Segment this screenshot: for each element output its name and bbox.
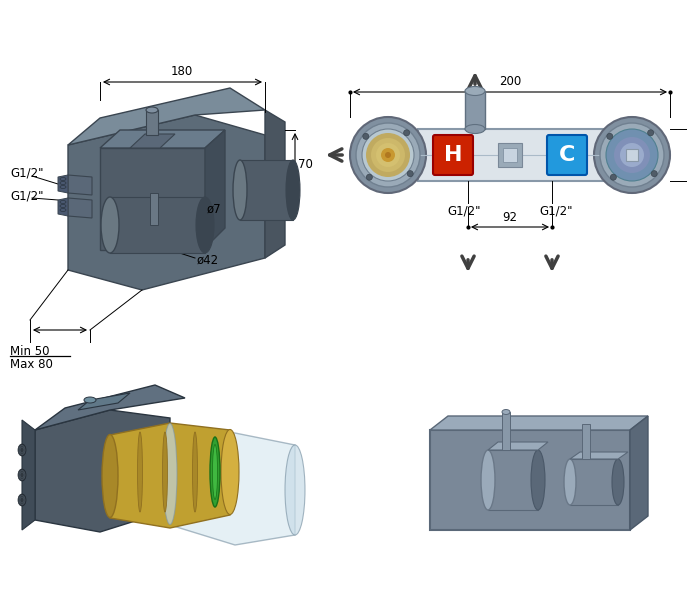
Polygon shape (630, 416, 648, 530)
Circle shape (366, 174, 372, 180)
Polygon shape (240, 160, 293, 220)
Ellipse shape (146, 107, 158, 113)
Ellipse shape (286, 160, 300, 220)
Circle shape (407, 170, 413, 177)
Ellipse shape (285, 445, 305, 535)
Polygon shape (68, 115, 265, 290)
Ellipse shape (137, 432, 142, 512)
Circle shape (385, 152, 391, 158)
Polygon shape (110, 423, 230, 528)
Polygon shape (35, 385, 185, 430)
Bar (503, 148, 517, 162)
Ellipse shape (465, 87, 485, 95)
Polygon shape (78, 393, 130, 410)
Circle shape (363, 133, 369, 139)
Bar (582, 424, 590, 459)
FancyBboxPatch shape (433, 135, 473, 175)
Bar (498, 143, 522, 167)
Polygon shape (170, 424, 295, 545)
Circle shape (350, 117, 426, 193)
Ellipse shape (233, 160, 247, 220)
Ellipse shape (531, 450, 545, 510)
Text: Min 50: Min 50 (10, 345, 49, 358)
Circle shape (371, 138, 405, 172)
Ellipse shape (502, 409, 510, 414)
Polygon shape (130, 134, 175, 148)
Circle shape (607, 133, 613, 139)
Polygon shape (430, 416, 648, 430)
Ellipse shape (196, 197, 214, 253)
Ellipse shape (18, 444, 26, 456)
Ellipse shape (221, 430, 239, 514)
Ellipse shape (101, 197, 119, 253)
Ellipse shape (564, 459, 576, 505)
Ellipse shape (210, 437, 220, 507)
Polygon shape (110, 197, 205, 253)
Polygon shape (68, 175, 92, 195)
Text: 180: 180 (171, 65, 193, 78)
Circle shape (366, 133, 410, 177)
Polygon shape (68, 88, 265, 145)
Circle shape (356, 123, 420, 187)
Ellipse shape (18, 469, 26, 481)
Ellipse shape (84, 397, 96, 403)
Text: C: C (559, 145, 575, 165)
Polygon shape (265, 110, 285, 258)
Bar (150, 193, 158, 225)
Bar (430, 430, 630, 530)
Circle shape (376, 143, 400, 167)
Text: 200: 200 (499, 75, 521, 88)
Text: G1/2": G1/2" (10, 167, 43, 180)
Ellipse shape (163, 423, 177, 524)
Text: G1/2": G1/2" (447, 205, 481, 218)
Circle shape (600, 123, 664, 187)
Ellipse shape (192, 432, 197, 512)
Bar (626, 149, 638, 161)
Polygon shape (68, 198, 92, 218)
Ellipse shape (212, 444, 218, 500)
Circle shape (404, 130, 409, 136)
Polygon shape (100, 148, 205, 250)
Polygon shape (58, 175, 68, 193)
Circle shape (648, 130, 653, 136)
Ellipse shape (612, 459, 624, 505)
Ellipse shape (163, 432, 168, 512)
Text: 70: 70 (298, 158, 313, 170)
Circle shape (620, 143, 644, 167)
Text: Max 80: Max 80 (10, 358, 53, 371)
Circle shape (614, 137, 650, 173)
Text: G1/2": G1/2" (539, 205, 573, 218)
Polygon shape (35, 410, 170, 532)
Polygon shape (58, 198, 68, 216)
FancyBboxPatch shape (547, 135, 587, 175)
Polygon shape (22, 420, 35, 530)
Circle shape (610, 174, 616, 180)
Text: H: H (444, 145, 462, 165)
Circle shape (381, 148, 395, 162)
Text: ø42: ø42 (197, 254, 219, 266)
Ellipse shape (102, 434, 118, 518)
Polygon shape (488, 450, 538, 510)
Ellipse shape (18, 494, 26, 506)
Bar (146, 110, 158, 135)
Polygon shape (100, 130, 225, 148)
Text: 92: 92 (502, 211, 517, 224)
Bar (502, 412, 510, 450)
Text: ø7: ø7 (207, 202, 222, 216)
Circle shape (651, 170, 657, 177)
Ellipse shape (481, 450, 495, 510)
Text: G1/2": G1/2" (10, 189, 43, 202)
Polygon shape (488, 442, 548, 450)
Bar (465, 91, 485, 129)
Circle shape (606, 129, 658, 181)
Polygon shape (570, 452, 628, 459)
Ellipse shape (465, 125, 485, 133)
Polygon shape (570, 459, 618, 505)
Circle shape (594, 117, 670, 193)
Circle shape (362, 129, 414, 181)
Polygon shape (205, 130, 225, 248)
Bar (418, 129, 603, 181)
